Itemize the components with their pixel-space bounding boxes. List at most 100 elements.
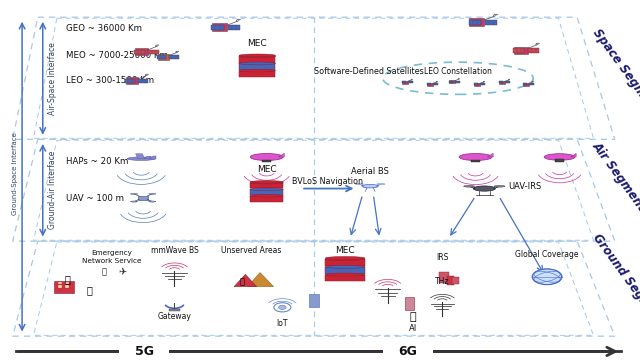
Bar xyxy=(250,189,284,195)
Ellipse shape xyxy=(325,273,365,276)
Bar xyxy=(452,277,459,284)
Ellipse shape xyxy=(325,265,365,268)
Bar xyxy=(499,81,505,84)
Bar xyxy=(325,275,365,282)
Text: ⬛: ⬛ xyxy=(101,267,106,276)
Bar xyxy=(514,47,527,54)
Bar xyxy=(239,71,275,77)
Bar xyxy=(157,55,166,59)
Ellipse shape xyxy=(239,62,275,65)
Text: MEC: MEC xyxy=(257,165,276,174)
Text: BVLoS Navigation: BVLoS Navigation xyxy=(292,177,363,186)
Ellipse shape xyxy=(239,69,275,72)
Bar xyxy=(54,281,74,293)
Bar xyxy=(262,160,271,162)
Bar xyxy=(528,48,540,53)
Bar xyxy=(65,286,68,288)
Ellipse shape xyxy=(131,193,138,195)
Text: THz: THz xyxy=(435,277,449,286)
Bar xyxy=(408,81,413,83)
Bar xyxy=(485,19,497,25)
Ellipse shape xyxy=(250,153,283,161)
Bar xyxy=(455,81,460,83)
Text: AI: AI xyxy=(409,324,417,333)
Bar xyxy=(239,56,275,62)
Bar xyxy=(228,25,241,30)
Bar xyxy=(474,83,480,86)
Bar xyxy=(555,159,564,162)
Ellipse shape xyxy=(459,153,492,161)
Polygon shape xyxy=(145,156,152,159)
Circle shape xyxy=(278,305,286,309)
Text: Ground-Space Interface: Ground-Space Interface xyxy=(12,132,17,215)
Text: 6G: 6G xyxy=(398,345,417,358)
Bar xyxy=(427,83,433,86)
Text: ✈: ✈ xyxy=(118,268,127,277)
Bar xyxy=(58,286,62,288)
Text: LEO Constellation: LEO Constellation xyxy=(424,67,492,76)
Text: MEO ~ 7000-25000 Km: MEO ~ 7000-25000 Km xyxy=(66,51,168,60)
Text: IoT: IoT xyxy=(276,319,288,328)
Polygon shape xyxy=(571,153,576,157)
FancyBboxPatch shape xyxy=(383,343,433,360)
Polygon shape xyxy=(150,156,156,159)
Ellipse shape xyxy=(250,180,284,183)
Text: MEC: MEC xyxy=(335,247,355,255)
Bar xyxy=(447,276,454,285)
Bar xyxy=(325,259,365,266)
Text: Gateway: Gateway xyxy=(157,312,191,321)
Ellipse shape xyxy=(325,257,365,260)
Text: UAV ~ 100 m: UAV ~ 100 m xyxy=(66,193,124,203)
Text: Air-Space Interface: Air-Space Interface xyxy=(48,42,57,115)
Bar xyxy=(157,54,169,60)
Text: 5G: 5G xyxy=(135,345,154,358)
Polygon shape xyxy=(136,154,145,159)
Bar xyxy=(58,282,62,284)
Bar xyxy=(250,196,284,201)
Bar xyxy=(433,83,438,85)
Bar xyxy=(250,183,284,188)
Text: GEO ~ 36000 Km: GEO ~ 36000 Km xyxy=(66,24,142,33)
Bar xyxy=(404,297,414,310)
Text: 🏃: 🏃 xyxy=(86,285,92,295)
Bar xyxy=(134,49,145,54)
Ellipse shape xyxy=(362,184,378,188)
Text: IRS: IRS xyxy=(436,252,449,261)
Text: Space Segment: Space Segment xyxy=(589,26,640,117)
Ellipse shape xyxy=(250,195,284,197)
Text: Ground Segment: Ground Segment xyxy=(589,231,640,329)
Bar xyxy=(427,83,431,85)
Ellipse shape xyxy=(494,186,505,187)
Text: LEO ~ 300-1500 Km: LEO ~ 300-1500 Km xyxy=(66,76,154,85)
Bar xyxy=(325,267,365,274)
FancyBboxPatch shape xyxy=(119,343,170,360)
Text: 🤖: 🤖 xyxy=(410,313,416,322)
Bar xyxy=(138,196,148,200)
Text: Ground-Air Interface: Ground-Air Interface xyxy=(48,151,57,230)
Bar xyxy=(309,294,319,307)
Bar xyxy=(480,83,484,85)
Text: 🔥: 🔥 xyxy=(65,275,70,284)
Ellipse shape xyxy=(463,186,475,187)
Ellipse shape xyxy=(325,257,365,261)
Ellipse shape xyxy=(127,157,156,160)
Bar xyxy=(170,55,179,59)
Ellipse shape xyxy=(131,201,138,202)
Bar xyxy=(212,23,227,31)
Ellipse shape xyxy=(377,183,385,185)
Ellipse shape xyxy=(239,54,275,57)
Bar xyxy=(402,81,408,84)
Text: MEC: MEC xyxy=(248,39,267,48)
Bar xyxy=(449,81,453,83)
Text: mmWave BS: mmWave BS xyxy=(150,247,198,255)
Ellipse shape xyxy=(148,201,156,202)
Bar xyxy=(499,81,504,83)
Ellipse shape xyxy=(250,188,284,191)
Bar xyxy=(474,83,478,85)
Bar xyxy=(468,19,481,25)
Text: Air Segment: Air Segment xyxy=(589,140,640,214)
Polygon shape xyxy=(234,274,257,287)
Bar xyxy=(438,272,449,283)
Text: 🧑: 🧑 xyxy=(239,278,244,287)
Ellipse shape xyxy=(250,182,284,184)
